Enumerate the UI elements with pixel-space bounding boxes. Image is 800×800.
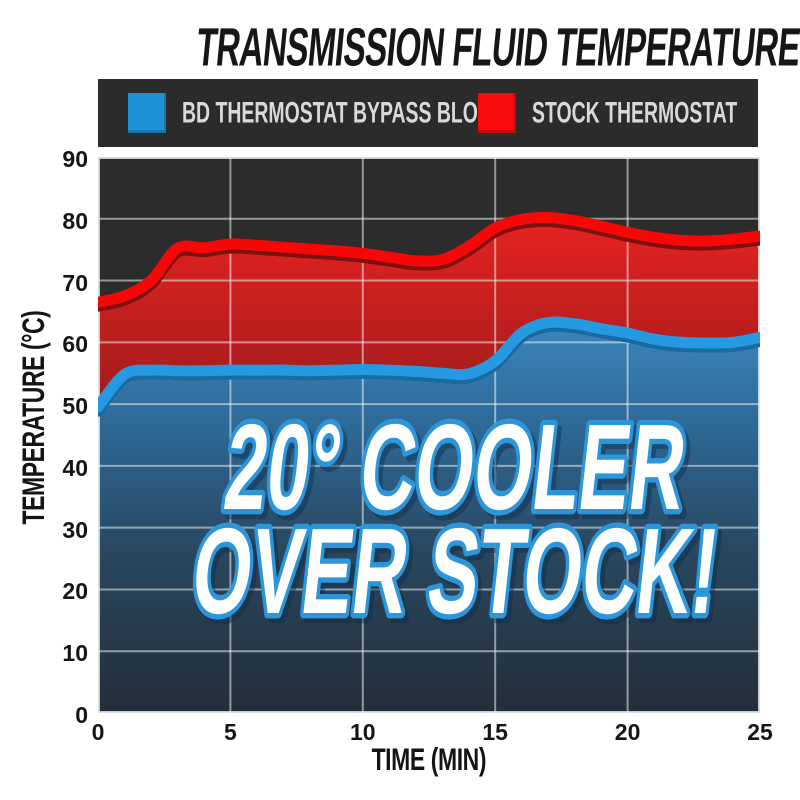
bd-thermostat-line: [98, 316, 760, 413]
y-axis-title: TEMPERATURE (°C): [14, 208, 54, 628]
gridlines: [98, 157, 760, 713]
chart-title: TRANSMISSION FLUID TEMPERATURE: [55, 18, 800, 78]
bd-thermostat-area: [98, 321, 760, 713]
overlay-text-line-1: 20° COOLER: [219, 399, 693, 535]
y-tick-label: 30: [62, 516, 88, 543]
y-tick-label: 70: [62, 269, 88, 296]
y-tick-label: 20: [62, 578, 88, 605]
y-tick-label: 10: [62, 640, 88, 667]
plot-border: [98, 157, 760, 713]
x-tick-label: 0: [91, 719, 105, 745]
legend-label-stock-thermostat: STOCK THERMOSTAT: [532, 96, 738, 130]
x-tick-label: 20: [614, 719, 641, 745]
y-tick-label: 80: [62, 207, 88, 234]
y-tick-label: 40: [62, 454, 88, 481]
stock-thermostat-line: [98, 211, 760, 308]
y-tick-label: 60: [62, 331, 88, 358]
overlay-text-line-2: OVER STOCK!: [186, 503, 725, 639]
y-axis-title-text: TEMPERATURE (°C): [16, 311, 51, 525]
stock-thermostat-swatch: [478, 93, 516, 133]
y-tick-label: 50: [62, 393, 88, 420]
x-tick-label: 10: [350, 719, 376, 745]
overlay-text-line-2-shadow: OVER STOCK!: [190, 508, 729, 644]
x-tick-label: 15: [482, 719, 508, 745]
legend-label-bd-thermostat: BD THERMOSTAT BYPASS BLOCK: [182, 96, 506, 130]
legend-bar: BD THERMOSTAT BYPASS BLOCK STOCK THERMOS…: [98, 79, 758, 147]
y-tick-label: 90: [62, 146, 88, 172]
overlay-text-line-1-shadow: 20° COOLER: [223, 404, 697, 540]
x-axis-title-text: TIME (MIN): [371, 742, 487, 777]
x-axis-title: TIME (MIN): [98, 742, 760, 778]
x-tick-label: 25: [747, 719, 773, 745]
bd-thermostat-swatch: [128, 93, 166, 133]
chart-svg: 20° COOLER 20° COOLER OVER STOCK! OVER S…: [98, 157, 760, 713]
chart-title-text: TRANSMISSION FLUID TEMPERATURE: [193, 18, 800, 78]
y-tick-label: 0: [75, 702, 88, 728]
x-tick-label: 5: [223, 719, 237, 745]
